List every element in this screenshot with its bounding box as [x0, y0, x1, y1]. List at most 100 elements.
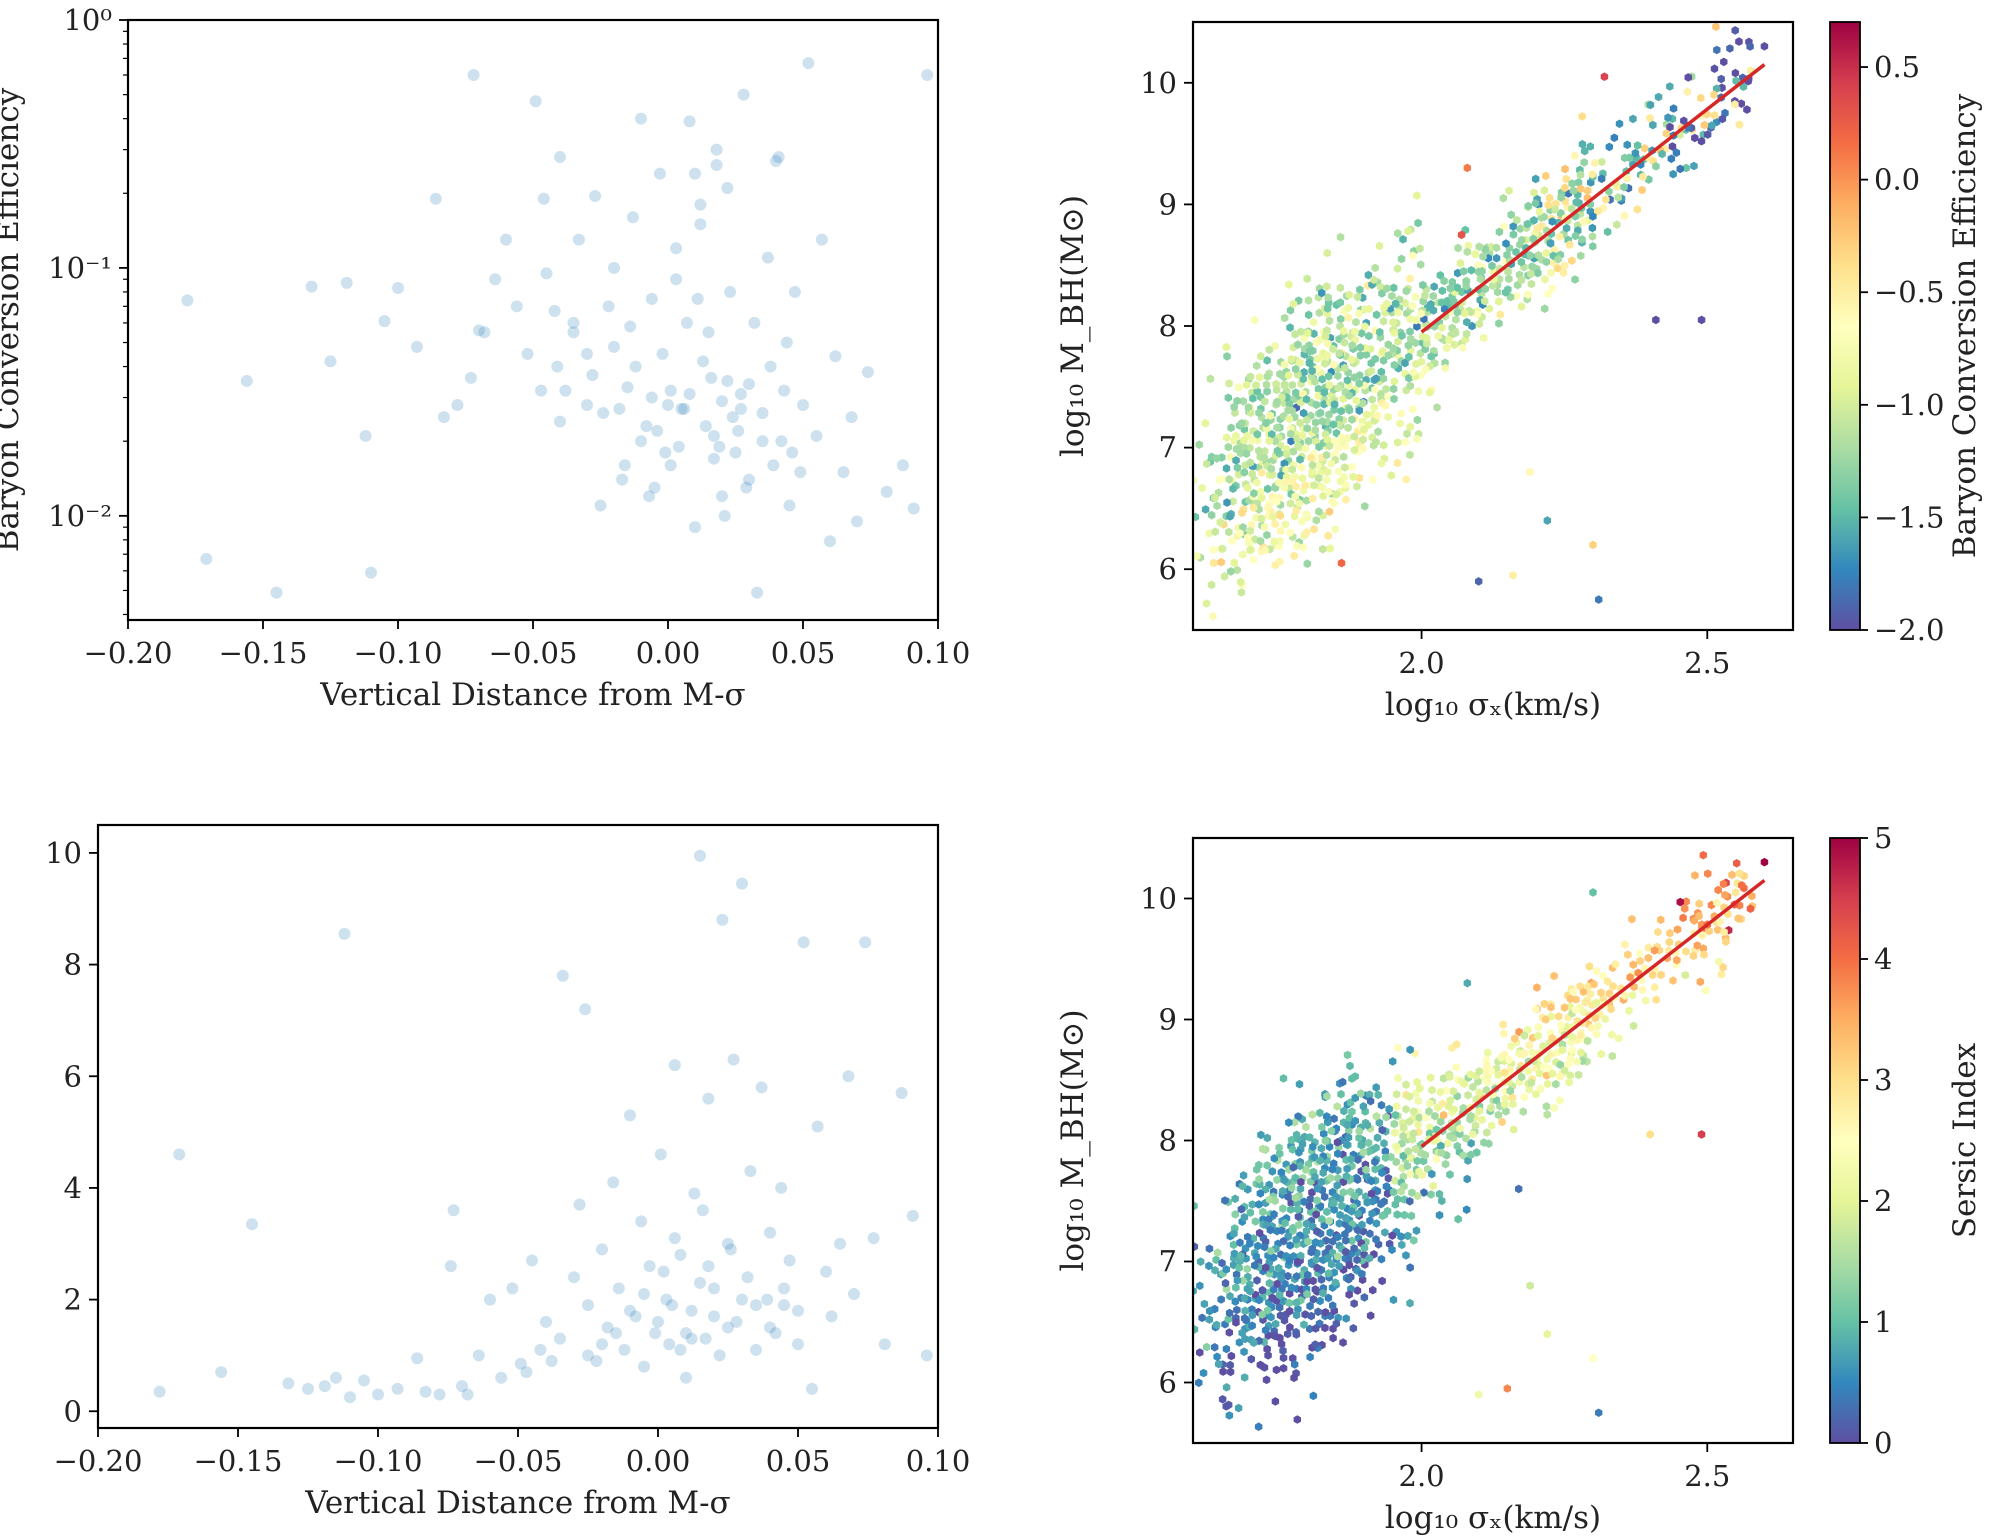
hexbin-cell — [1371, 1157, 1379, 1167]
hexbin-cell — [1248, 1200, 1257, 1209]
scatter-point — [660, 1293, 673, 1306]
hexbin-cell — [1365, 304, 1373, 314]
hexbin-cell — [1504, 267, 1512, 276]
hexbin-cell — [1270, 1154, 1278, 1163]
x-axis-label: Vertical Distance from M-σ — [319, 677, 745, 713]
hexbin-cell — [1342, 1247, 1350, 1257]
hexbin-cell — [1331, 1278, 1339, 1287]
y-tick-label: 10 — [45, 836, 82, 870]
hexbin-cell — [1355, 379, 1363, 388]
hexbin-cell — [1414, 1096, 1423, 1106]
hexbin-cell — [1289, 447, 1297, 456]
y-tick-label: 9 — [1159, 187, 1177, 221]
colorbar — [1829, 837, 1861, 1444]
scatter-point — [783, 499, 796, 512]
hexbin-cell — [1705, 926, 1713, 936]
hexbin-cell — [1342, 1213, 1350, 1223]
hexbin-cell — [1623, 140, 1631, 150]
hexbin-cell — [1294, 1212, 1303, 1221]
hexbin-cell — [1325, 1216, 1333, 1226]
hexbin-cell — [1594, 1021, 1602, 1031]
scatter-point — [689, 167, 701, 180]
scatter-point — [629, 1310, 642, 1323]
scatter-point — [529, 95, 542, 108]
hexbin-cell — [1734, 914, 1742, 923]
hexbin-cell — [1489, 281, 1497, 290]
hexbin-cell — [1509, 1099, 1517, 1109]
hexbin-cell — [1649, 120, 1657, 130]
hexbin-cell — [1406, 422, 1414, 432]
y-tick-label: 4 — [64, 1171, 82, 1205]
hexbin-cell — [1402, 1105, 1410, 1114]
hexbin-cell — [1599, 971, 1607, 981]
hexbin-cell — [1673, 955, 1681, 965]
hexbin-cell — [1459, 1151, 1467, 1160]
hexbin-cell — [1359, 1102, 1368, 1111]
hexbin-cell — [1495, 274, 1504, 284]
hexbin-cell — [1272, 379, 1280, 389]
hexbin-cell — [1408, 1135, 1417, 1144]
hexbin-cell — [1262, 380, 1271, 389]
hexbin-cell — [1676, 164, 1684, 174]
scatter-point — [778, 1282, 790, 1295]
hexbin-cell — [1621, 940, 1629, 949]
scatter-point — [643, 1260, 656, 1273]
hexbin-cell — [1284, 1192, 1292, 1202]
hexbin-cell — [1341, 463, 1349, 472]
hexbin-cell — [1373, 1133, 1382, 1142]
hexbin-cell — [1286, 323, 1294, 332]
hexbin-cell — [1296, 358, 1304, 367]
hexbin-cell — [1550, 971, 1558, 981]
hexbin-cell — [1353, 1255, 1361, 1265]
hexbin-cell — [1710, 90, 1718, 99]
hexbin-cell — [1308, 467, 1316, 476]
x-tick-label: −0.15 — [194, 1444, 283, 1478]
scatter-point — [608, 261, 620, 274]
scatter-point — [788, 285, 801, 298]
hexbin-cell — [1668, 142, 1677, 151]
hexbin-cell — [1311, 418, 1320, 427]
hexbin-cell — [1697, 1130, 1706, 1139]
hexbin-cell — [1712, 84, 1721, 93]
scatter-points — [181, 57, 934, 599]
scatter-point — [613, 402, 626, 415]
hexbin-cell — [1282, 477, 1290, 487]
hexbin-cell — [1333, 1181, 1341, 1190]
hexbin-cell — [1439, 1110, 1448, 1120]
hexbin-cell — [1295, 499, 1303, 508]
hexbin-cell — [1492, 253, 1501, 263]
x-tick-label: −0.20 — [54, 1444, 143, 1478]
hexbin-cell — [1394, 1073, 1402, 1083]
hexbin-cell — [1225, 1308, 1234, 1318]
hexbin-cell — [1539, 1041, 1547, 1051]
hexbin-cell — [1507, 210, 1515, 220]
hexbin-cell — [1719, 879, 1728, 889]
hexbin-cell — [1344, 1224, 1353, 1234]
hexbin-cell — [1726, 44, 1734, 53]
hexbin-cell — [1480, 333, 1488, 343]
hexbin-cell — [1371, 263, 1379, 273]
hexbin-cell — [1421, 291, 1429, 300]
hexbin-cell — [1760, 42, 1769, 51]
hexbin-cell — [1231, 1194, 1239, 1204]
hexbin-cell — [1532, 1090, 1540, 1099]
hexbin-cell — [1614, 1034, 1623, 1043]
hexbin-cell — [1568, 256, 1576, 265]
hexbin-cell — [1256, 487, 1265, 497]
hexbin-cell — [1475, 242, 1483, 251]
hexbin-cell — [1541, 304, 1549, 313]
hexbin-cell — [1483, 1128, 1491, 1137]
hexbin-cell — [1588, 223, 1597, 233]
hexbin-cell — [1278, 1226, 1286, 1235]
hexbin-cell — [1497, 1053, 1505, 1062]
hexbin-cell — [1230, 436, 1238, 446]
hexbin-cell — [1384, 1174, 1393, 1183]
hexbin-cell — [1453, 308, 1462, 317]
hexbin-cell — [1462, 1134, 1470, 1143]
hexbin-cell — [1513, 215, 1521, 225]
hexbin-cell — [1294, 1205, 1302, 1214]
hexbin-cell — [1360, 1293, 1369, 1302]
hexbin-cell — [1293, 541, 1301, 551]
scatter-point — [694, 1276, 706, 1289]
hexbin-cell — [1366, 1096, 1375, 1106]
